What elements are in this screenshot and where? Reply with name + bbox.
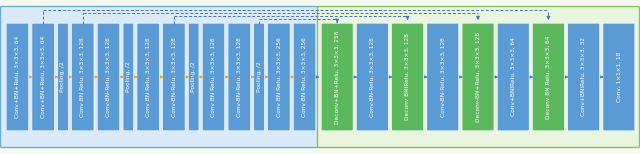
FancyBboxPatch shape (6, 23, 29, 131)
Text: Conv+BNlRelu, 3×3×3, 64: Conv+BNlRelu, 3×3×3, 64 (511, 38, 516, 116)
FancyBboxPatch shape (321, 23, 353, 131)
Text: Pooling, /2: Pooling, /2 (126, 62, 131, 92)
FancyBboxPatch shape (568, 23, 600, 131)
Text: Conv, 1×1×1, 18: Conv, 1×1×1, 18 (616, 52, 621, 102)
Text: Conv-BN-Relu, 3×3×3, 128: Conv-BN-Relu, 3×3×3, 128 (440, 37, 445, 117)
FancyBboxPatch shape (268, 23, 290, 131)
FancyBboxPatch shape (137, 23, 159, 131)
FancyBboxPatch shape (254, 23, 264, 131)
Text: Conv-BN-Relu, 3×3×3, 128: Conv-BN-Relu, 3×3×3, 128 (106, 37, 111, 117)
FancyBboxPatch shape (497, 23, 529, 131)
Text: Conv BN Relu, 3×3×3, 128: Conv BN Relu, 3×3×3, 128 (80, 37, 85, 117)
Text: Conv+BN+Relu, 3×3×3, 64: Conv+BN+Relu, 3×3×3, 64 (15, 36, 20, 118)
Text: Pooling, /2: Pooling, /2 (257, 62, 262, 92)
FancyBboxPatch shape (532, 23, 564, 131)
Text: Deconv+BN+Relu, 3×3×3, 256: Deconv+BN+Relu, 3×3×3, 256 (335, 30, 340, 124)
Text: Conv BN Relu, 3×3×3, 128: Conv BN Relu, 3×3×3, 128 (146, 37, 150, 117)
FancyBboxPatch shape (293, 23, 316, 131)
FancyBboxPatch shape (427, 23, 459, 131)
FancyBboxPatch shape (392, 23, 424, 131)
Text: Conv-BN-Relu, 3×3×3, 128: Conv-BN-Relu, 3×3×3, 128 (370, 37, 375, 117)
FancyBboxPatch shape (202, 23, 225, 131)
FancyBboxPatch shape (32, 23, 54, 131)
Text: Conv-BN-Relu, 3×3×3, 128: Conv-BN-Relu, 3×3×3, 128 (237, 37, 242, 117)
Text: Pooling, /2: Pooling, /2 (60, 62, 65, 92)
FancyBboxPatch shape (228, 23, 250, 131)
Text: Pooling, /2: Pooling, /2 (191, 62, 196, 92)
FancyBboxPatch shape (163, 23, 185, 131)
Text: Deconv BN Relu, 3×3×3, 64: Deconv BN Relu, 3×3×3, 64 (546, 35, 551, 119)
Text: Conv+BN+Relu, 3×3×3, 64: Conv+BN+Relu, 3×3×3, 64 (41, 36, 45, 118)
FancyBboxPatch shape (603, 23, 635, 131)
Text: Conv BN Relu, 3×3×3, 128: Conv BN Relu, 3×3×3, 128 (211, 37, 216, 117)
Text: Deconv BNlRelu, 3×3×3, 128: Deconv BNlRelu, 3×3×3, 128 (405, 34, 410, 120)
Text: Conv+BNlRelu, 3×3×3, 32: Conv+BNlRelu, 3×3×3, 32 (581, 38, 586, 116)
FancyBboxPatch shape (58, 23, 68, 131)
FancyBboxPatch shape (356, 23, 388, 131)
FancyBboxPatch shape (1, 6, 319, 148)
Text: Conv BN Relu, 3×3×3, 256: Conv BN Relu, 3×3×3, 256 (276, 37, 282, 117)
FancyBboxPatch shape (317, 6, 639, 148)
FancyBboxPatch shape (72, 23, 94, 131)
FancyBboxPatch shape (188, 23, 199, 131)
FancyBboxPatch shape (123, 23, 134, 131)
FancyBboxPatch shape (97, 23, 120, 131)
FancyBboxPatch shape (462, 23, 494, 131)
Text: Deconv-BN+Relu, 3×3×3, 128: Deconv-BN+Relu, 3×3×3, 128 (476, 32, 481, 122)
Text: Conv-BN-Relu, 3×3×3, 128: Conv-BN-Relu, 3×3×3, 128 (172, 37, 177, 117)
Text: Conv BN Relu, 3×3×3, 256: Conv BN Relu, 3×3×3, 256 (302, 37, 307, 117)
